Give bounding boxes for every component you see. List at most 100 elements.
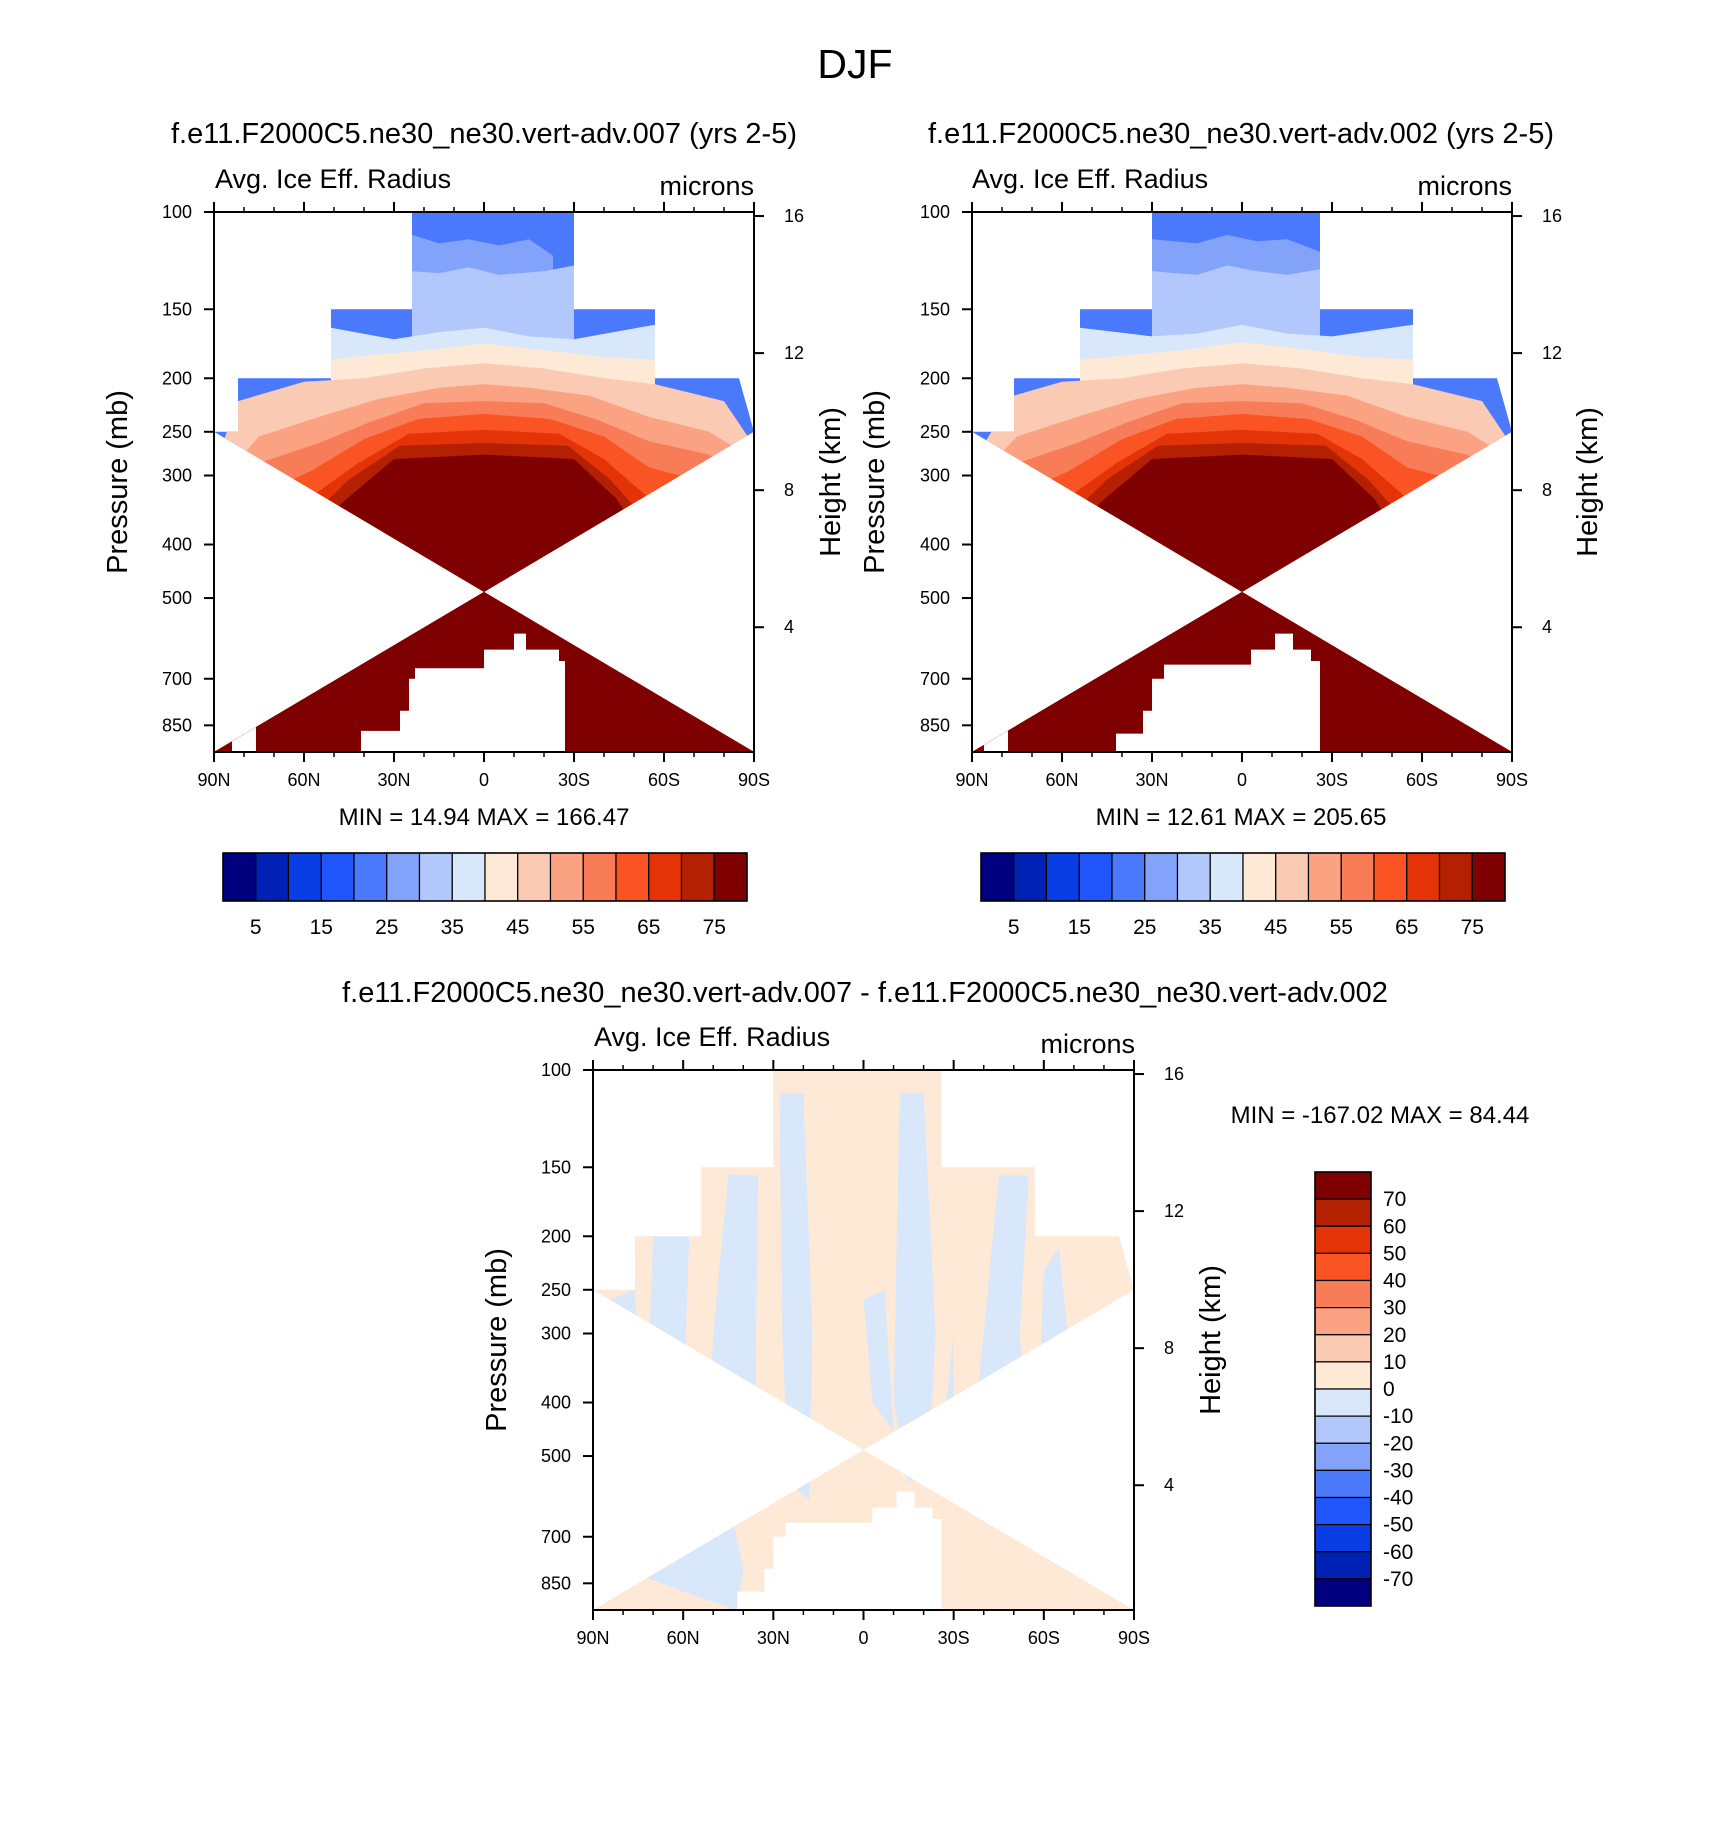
x-tick-label: 60S	[1028, 1628, 1060, 1648]
contour-fill-group	[972, 212, 1512, 752]
x-tick-label: 90S	[1496, 770, 1528, 790]
y-right-tick-label: 12	[784, 343, 804, 363]
colorbar-swatch	[1314, 1198, 1372, 1227]
colorbar-swatch	[517, 852, 552, 902]
x-tick-label: 0	[858, 1628, 868, 1648]
x-tick-label: 30S	[938, 1628, 970, 1648]
colorbar-label: -20	[1383, 1432, 1413, 1455]
y-right-tick-label: 12	[1164, 1201, 1184, 1221]
x-tick-label: 30N	[377, 770, 410, 790]
colorbar-label: 75	[1461, 916, 1484, 939]
y-tick-label: 700	[920, 669, 950, 689]
panel-2-ylabel-right: Height (km)	[1572, 407, 1604, 557]
x-tick-label: 90N	[197, 770, 230, 790]
colorbar-swatch	[582, 852, 617, 902]
colorbar-swatch	[222, 852, 257, 902]
y-tick-label: 150	[541, 1157, 571, 1177]
x-tick-label: 60S	[1406, 770, 1438, 790]
colorbar-label: 65	[637, 916, 660, 939]
colorbar-label: -30	[1383, 1459, 1413, 1482]
y-tick-label: 700	[162, 669, 192, 689]
colorbar-frame	[980, 852, 1506, 902]
contour-patch-11	[605, 1289, 642, 1537]
panel-1-ylabel: Pressure (mb)	[102, 390, 134, 574]
colorbar-label: 50	[1383, 1242, 1406, 1265]
missing-data-region-2	[984, 678, 1008, 752]
y-tick-label: 250	[162, 422, 192, 442]
y-tick-label: 700	[541, 1527, 571, 1547]
y-right-tick-label: 8	[784, 480, 794, 500]
colorbar-swatch	[1314, 1279, 1372, 1309]
contour-patch-9	[1103, 1483, 1134, 1557]
y-tick-label: 300	[162, 466, 192, 486]
colorbar-label: 10	[1383, 1351, 1406, 1374]
y-tick-label: 300	[920, 466, 950, 486]
contour-patch-0	[1067, 1356, 1134, 1484]
colorbar-label: 75	[703, 916, 726, 939]
colorbar-swatch	[1471, 852, 1506, 902]
colorbar-label: 0	[1383, 1378, 1395, 1401]
colorbar-swatch	[1406, 852, 1441, 902]
colorbar-label: -60	[1383, 1541, 1413, 1564]
panel-2-title: f.e11.F2000C5.ne30_ne30.vert-adv.002 (yr…	[928, 118, 1554, 150]
y-tick-label: 850	[162, 715, 192, 735]
colorbar-label: 65	[1395, 916, 1418, 939]
y-tick-label: 200	[162, 368, 192, 388]
colorbar-label: 15	[1068, 916, 1091, 939]
colorbar-swatch	[1314, 1442, 1372, 1471]
colorbar-label: -10	[1383, 1405, 1413, 1428]
x-tick-label: 60N	[667, 1628, 700, 1648]
panel-3-title: f.e11.F2000C5.ne30_ne30.vert-adv.007 - f…	[342, 977, 1388, 1009]
panel-2-plot	[972, 212, 1512, 752]
colorbar-label: 20	[1383, 1324, 1406, 1347]
y-tick-label: 500	[162, 588, 192, 608]
colorbar-swatch	[1314, 1307, 1372, 1336]
colorbar-swatch	[1111, 852, 1146, 902]
colorbar-label: 30	[1383, 1297, 1406, 1320]
panel-1-right-string: microns	[659, 171, 754, 201]
panel-2-stats: MIN = 12.61 MAX = 205.65	[1096, 804, 1387, 831]
contour-fill-group	[214, 212, 754, 752]
x-tick-label: 90N	[955, 770, 988, 790]
colorbar-swatch	[1045, 852, 1080, 902]
x-tick-label: 0	[479, 770, 489, 790]
y-tick-label: 100	[920, 202, 950, 222]
panel-3-stats: MIN = -167.02 MAX = 84.44	[1231, 1102, 1530, 1129]
colorbar-label: -40	[1383, 1487, 1413, 1510]
colorbar-swatch	[1373, 852, 1408, 902]
colorbar-swatch	[1314, 1388, 1372, 1417]
y-right-tick-label: 8	[1542, 480, 1552, 500]
panel-3-axes: 90N 60N 30N 0 30S 60S 90S 100 150 200 250 300 400 500…	[541, 1060, 1184, 1648]
colorbar-swatch	[1314, 1496, 1372, 1526]
colorbar-label: 40	[1383, 1270, 1406, 1293]
contour-patch-6	[779, 1092, 813, 1500]
colorbar-swatch	[615, 852, 650, 902]
colorbar-label: 45	[506, 916, 529, 939]
colorbar-swatch	[353, 852, 388, 902]
panel-3-colorbar: 70 60 50 40 30 20 10 0 -10 -20 -30 -40 -50 -60 -70	[1314, 1171, 1413, 1607]
y-tick-label: 200	[920, 368, 950, 388]
panel-2-left-string: Avg. Ice Eff. Radius	[972, 164, 1208, 194]
panel-2-right-string: microns	[1417, 171, 1512, 201]
colorbar-swatch	[1314, 1469, 1372, 1499]
y-tick-label: 850	[541, 1573, 571, 1593]
panel-1: f.e11.F2000C5.ne30_ne30.vert-adv.007 (yr…	[102, 118, 847, 939]
colorbar-swatch	[1013, 852, 1048, 902]
y-tick-label: 100	[541, 1060, 571, 1080]
colorbar-swatch	[255, 852, 290, 902]
colorbar-swatch	[1314, 1334, 1372, 1363]
panel-1-title: f.e11.F2000C5.ne30_ne30.vert-adv.007 (yr…	[171, 118, 797, 150]
y-tick-label: 500	[920, 588, 950, 608]
x-tick-label: 90N	[576, 1628, 609, 1648]
y-tick-label: 300	[541, 1324, 571, 1344]
contour-patch-3	[893, 1092, 936, 1484]
colorbar-label: 55	[1330, 916, 1353, 939]
colorbar-swatch	[1242, 852, 1277, 902]
colorbar-swatch	[484, 852, 519, 902]
x-tick-label: 30N	[1135, 770, 1168, 790]
colorbar-label: 25	[375, 916, 398, 939]
colorbar-label: -50	[1383, 1514, 1413, 1537]
colorbar-swatch	[1275, 852, 1310, 902]
panel-1-colorbar: 5 15 25 35 45 55 65 75	[222, 852, 748, 939]
